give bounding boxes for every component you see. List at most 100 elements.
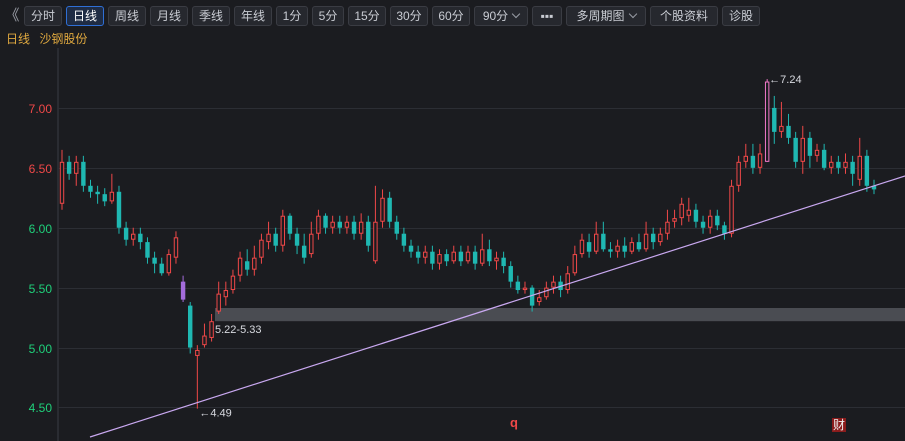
- y-tick-label: 6.00: [28, 221, 52, 236]
- period-button-14[interactable]: 个股资料: [650, 6, 718, 26]
- candle-body: [750, 155, 756, 168]
- candle-body: [437, 254, 442, 264]
- candle-body: [116, 191, 122, 228]
- candle-body: [764, 81, 770, 162]
- period-button-label: 90分: [482, 9, 509, 23]
- high-price-label: ←7.24: [769, 74, 801, 86]
- candle-body: [344, 221, 350, 228]
- candle-body: [273, 233, 278, 246]
- collapse-left-icon[interactable]: 《: [4, 7, 20, 24]
- candle-body: [843, 161, 848, 168]
- event-marker-q[interactable]: q: [510, 415, 518, 430]
- candle-body: [159, 263, 164, 274]
- candle-body: [836, 161, 841, 168]
- period-button-4[interactable]: 季线: [192, 6, 230, 26]
- period-button-0[interactable]: 分时: [24, 6, 62, 26]
- candle-body: [736, 161, 741, 186]
- candle-body: [786, 125, 791, 138]
- period-button-2[interactable]: 周线: [108, 6, 146, 26]
- period-button-15[interactable]: 诊股: [722, 6, 760, 26]
- candle-body: [487, 249, 492, 262]
- y-tick-label: 5.00: [28, 341, 52, 356]
- candle-body: [59, 161, 65, 204]
- candle-body: [145, 242, 150, 258]
- candle-body: [152, 257, 157, 264]
- candle-body: [394, 221, 399, 234]
- candle-body: [81, 161, 86, 186]
- candle-body: [323, 215, 328, 228]
- period-button-6[interactable]: 1分: [276, 6, 308, 26]
- period-button-label: ▪▪▪: [540, 9, 554, 23]
- candle-body: [166, 254, 172, 274]
- candle-body: [793, 137, 798, 162]
- candle-body: [871, 185, 877, 190]
- period-button-10[interactable]: 60分: [432, 6, 470, 26]
- period-button-label: 5分: [318, 9, 338, 23]
- candle-body: [252, 257, 257, 270]
- candle-body: [857, 155, 862, 180]
- period-button-label: 月线: [156, 9, 181, 23]
- candle-body: [615, 245, 620, 252]
- candle-body: [650, 233, 656, 243]
- period-button-7[interactable]: 5分: [312, 6, 344, 26]
- candle-body: [451, 251, 456, 262]
- candle-body: [351, 221, 357, 234]
- y-tick-label: 5.50: [28, 281, 52, 296]
- candle-body: [366, 221, 371, 246]
- candle-body: [665, 221, 670, 234]
- chart-header: 日线 沙钢股份: [6, 32, 93, 46]
- candle-body: [821, 149, 827, 168]
- period-button-label: 个股资料: [659, 9, 708, 23]
- period-button-3[interactable]: 月线: [150, 6, 188, 26]
- candle-body: [74, 161, 79, 174]
- candle-body: [715, 215, 720, 226]
- candle-body: [586, 242, 592, 252]
- candle-body: [579, 239, 585, 255]
- period-button-1[interactable]: 日线: [66, 6, 104, 26]
- y-tick-label: 7.00: [28, 101, 52, 116]
- candle-body: [686, 209, 692, 216]
- period-button-5[interactable]: 年线: [234, 6, 272, 26]
- candle-body: [829, 161, 834, 168]
- candle-body: [601, 233, 606, 250]
- period-button-8[interactable]: 15分: [348, 6, 386, 26]
- candle-body: [608, 249, 613, 252]
- candle-body: [173, 237, 179, 258]
- candle-body: [850, 161, 855, 174]
- candle-body: [330, 221, 335, 228]
- period-label: 日线: [6, 32, 31, 46]
- candle-body: [202, 335, 207, 346]
- period-button-12[interactable]: ▪▪▪: [532, 6, 562, 26]
- candle-body: [814, 149, 820, 156]
- period-button-11[interactable]: 90分: [474, 6, 528, 26]
- period-button-label: 多周期图: [576, 9, 625, 23]
- candle-body: [287, 215, 293, 234]
- candle-body: [223, 290, 229, 298]
- candle-body: [209, 321, 214, 338]
- period-button-9[interactable]: 30分: [390, 6, 428, 26]
- period-button-label: 15分: [354, 9, 380, 23]
- candle-body: [800, 137, 805, 162]
- period-button-13[interactable]: 多周期图: [566, 6, 646, 26]
- period-button-label: 年线: [240, 9, 265, 23]
- candle-body: [301, 245, 307, 258]
- candle-body: [123, 227, 129, 240]
- candle-body: [373, 221, 378, 262]
- candle-body: [636, 242, 642, 250]
- candle-body: [88, 185, 93, 192]
- candle-body: [594, 233, 599, 252]
- candle-body: [722, 225, 727, 234]
- stock-name: 沙钢股份: [39, 32, 88, 46]
- candle-body: [423, 251, 428, 258]
- period-button-label: 30分: [396, 9, 422, 23]
- candle-body: [180, 281, 186, 300]
- period-button-label: 季线: [198, 9, 223, 23]
- candle-body: [551, 281, 556, 288]
- financial-report-marker[interactable]: 财: [832, 418, 847, 432]
- candle-body: [622, 245, 627, 252]
- candle-body: [565, 273, 570, 291]
- y-tick-label: 6.50: [28, 161, 52, 176]
- support-band-label: 5.22-5.33: [215, 324, 261, 336]
- candle-body: [658, 233, 663, 243]
